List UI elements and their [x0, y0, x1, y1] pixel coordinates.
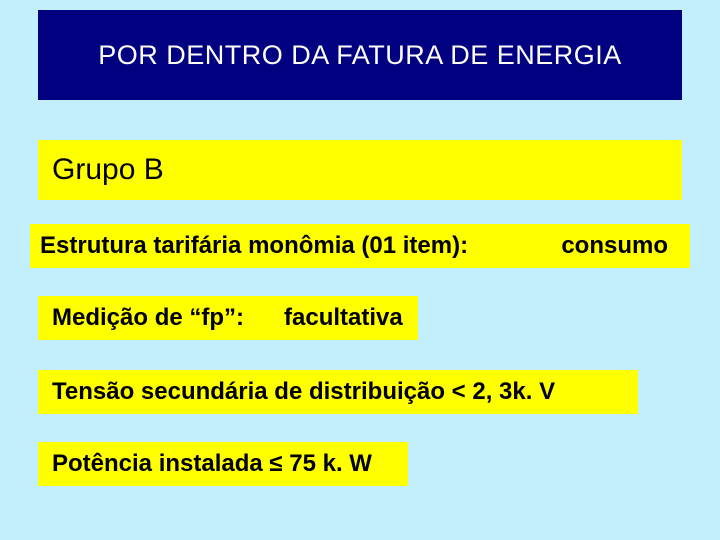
medicao-value: facultativa	[284, 304, 403, 332]
slide-title-text: POR DENTRO DA FATURA DE ENERGIA	[98, 40, 622, 71]
potencia-box: Potência instalada ≤ 75 k. W	[38, 442, 408, 486]
grupo-label: Grupo B	[52, 153, 164, 187]
estrutura-row: Estrutura tarifária monômia (01 item): c…	[30, 224, 690, 268]
medicao-box: Medição de “fp”: facultativa	[38, 296, 418, 340]
estrutura-label: Estrutura tarifária monômia (01 item):	[40, 232, 468, 260]
medicao-label: Medição de “fp”:	[52, 304, 244, 332]
grupo-box: Grupo B	[38, 140, 682, 200]
tensao-box: Tensão secundária de distribuição < 2, 3…	[38, 370, 638, 414]
estrutura-value: consumo	[561, 232, 668, 260]
potencia-text: Potência instalada ≤ 75 k. W	[52, 450, 372, 478]
slide-title-banner: POR DENTRO DA FATURA DE ENERGIA	[38, 10, 682, 100]
tensao-text: Tensão secundária de distribuição < 2, 3…	[52, 378, 555, 406]
